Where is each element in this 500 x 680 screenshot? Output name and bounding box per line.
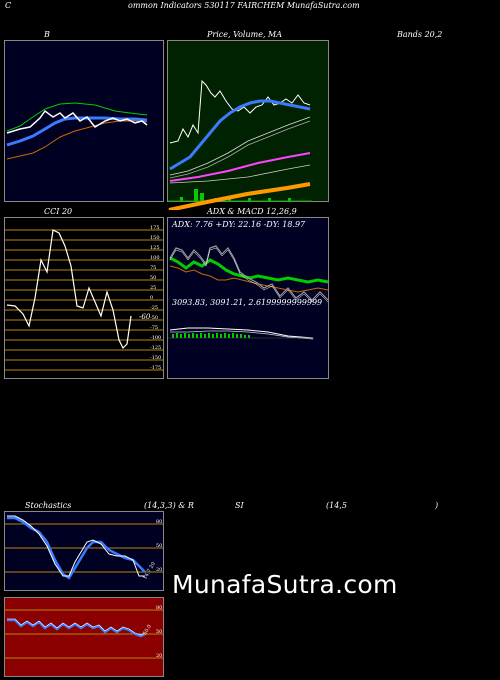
volume-bar — [194, 189, 198, 201]
header-title: ommon Indicators 530117 FAIRCHEM MunafaS… — [128, 1, 360, 10]
bands-label: B — [44, 30, 50, 39]
cci-line — [6, 229, 132, 350]
upper-band — [6, 102, 148, 132]
price-ma-svg — [168, 79, 312, 202]
cci-tick: 75 — [150, 265, 157, 271]
price-ma-close — [169, 79, 311, 144]
bollinger-bands-chart — [4, 40, 164, 202]
ma-orange-overlay — [168, 182, 311, 210]
rsi-params: (14,5 — [326, 501, 347, 510]
cci-tick: -125 — [150, 345, 162, 351]
stochastics-params: (14,3,3) & R — [144, 501, 194, 510]
bollinger-bands-svg — [6, 102, 148, 160]
macd-values-text: 3093.83, 3091.21, 2.6199999999999 — [172, 298, 323, 307]
stoch-tick: 80 — [156, 519, 163, 525]
cci-tick: -175 — [150, 365, 162, 371]
rsi-tick: 50 — [156, 629, 163, 635]
cci-tick: -100 — [150, 335, 162, 341]
stochastics-svg — [5, 515, 163, 580]
adx-values-text: ADX: 7.76 +DY: 22.16 -DY: 18.97 — [172, 220, 306, 229]
adx-macd-chart — [167, 217, 329, 379]
adx-line — [169, 265, 329, 293]
price-line — [6, 109, 148, 134]
cci-tick: 150 — [150, 235, 160, 241]
bands-params-label: Bands 20,2 — [397, 30, 443, 39]
stochastics-label: Stochastics — [25, 501, 72, 510]
rsi-line-white — [7, 618, 146, 636]
cci-svg — [5, 229, 163, 371]
price-volume-ma-label: Price, Volume, MA — [207, 30, 283, 39]
cci-tick: 125 — [150, 245, 160, 251]
cci-chart — [4, 217, 164, 379]
ma-white-flat — [169, 164, 311, 184]
cci-current-value: -60 — [139, 313, 151, 321]
macd-signal-line — [170, 330, 314, 340]
cci-tick: -50 — [150, 315, 159, 321]
cci-tick: 100 — [150, 255, 160, 261]
rsi-svg — [5, 609, 163, 659]
cci-tick: 25 — [150, 285, 157, 291]
munafasutra-watermark: MunafaSutra.com — [172, 570, 398, 599]
ma-magenta — [169, 152, 311, 182]
middle-band — [6, 116, 148, 147]
stoch-tick: 50 — [156, 543, 163, 549]
minus-dy-line — [169, 245, 329, 301]
minus-dy-line-outline — [169, 247, 329, 303]
ma-orange-long — [168, 182, 311, 210]
cci-tick: 0 — [150, 295, 154, 301]
plus-dy-line — [169, 256, 329, 284]
rsi-label: SI — [235, 501, 244, 510]
rsi-line — [7, 618, 146, 638]
volume-bar — [288, 198, 291, 201]
lower-band — [6, 120, 148, 160]
stoch-tick: 20 — [156, 567, 163, 573]
cci-tick: 50 — [150, 275, 157, 281]
cci-tick: -25 — [150, 305, 159, 311]
volume-bar — [268, 198, 271, 201]
macd-histogram — [172, 333, 250, 338]
stoch-d-line — [7, 516, 146, 580]
rsi-tick: 80 — [156, 605, 163, 611]
header-c: C — [5, 1, 12, 10]
cci-tick: -150 — [150, 355, 162, 361]
cci-gridlines — [5, 229, 163, 371]
cci-tick: -75 — [150, 325, 159, 331]
cci-label: CCI 20 — [44, 207, 73, 216]
rsi-tick: 20 — [156, 653, 163, 659]
rsi-params-close: ) — [435, 501, 439, 510]
price-volume-ma-chart — [167, 40, 329, 202]
ma-blue — [169, 99, 311, 171]
stochastics-chart — [4, 511, 164, 591]
cci-tick: 175 — [150, 225, 160, 231]
volume-bar — [200, 193, 204, 201]
adx-macd-label: ADX & MACD 12,26,9 — [207, 207, 297, 216]
volume-bar — [180, 197, 183, 201]
adx-macd-svg — [168, 245, 329, 340]
volume-bar — [248, 198, 251, 201]
stoch-k-line — [7, 515, 145, 577]
ma-white-long — [169, 116, 311, 176]
rsi-chart — [4, 597, 164, 677]
ma-white-long-2 — [169, 120, 311, 179]
macd-line — [169, 327, 314, 339]
